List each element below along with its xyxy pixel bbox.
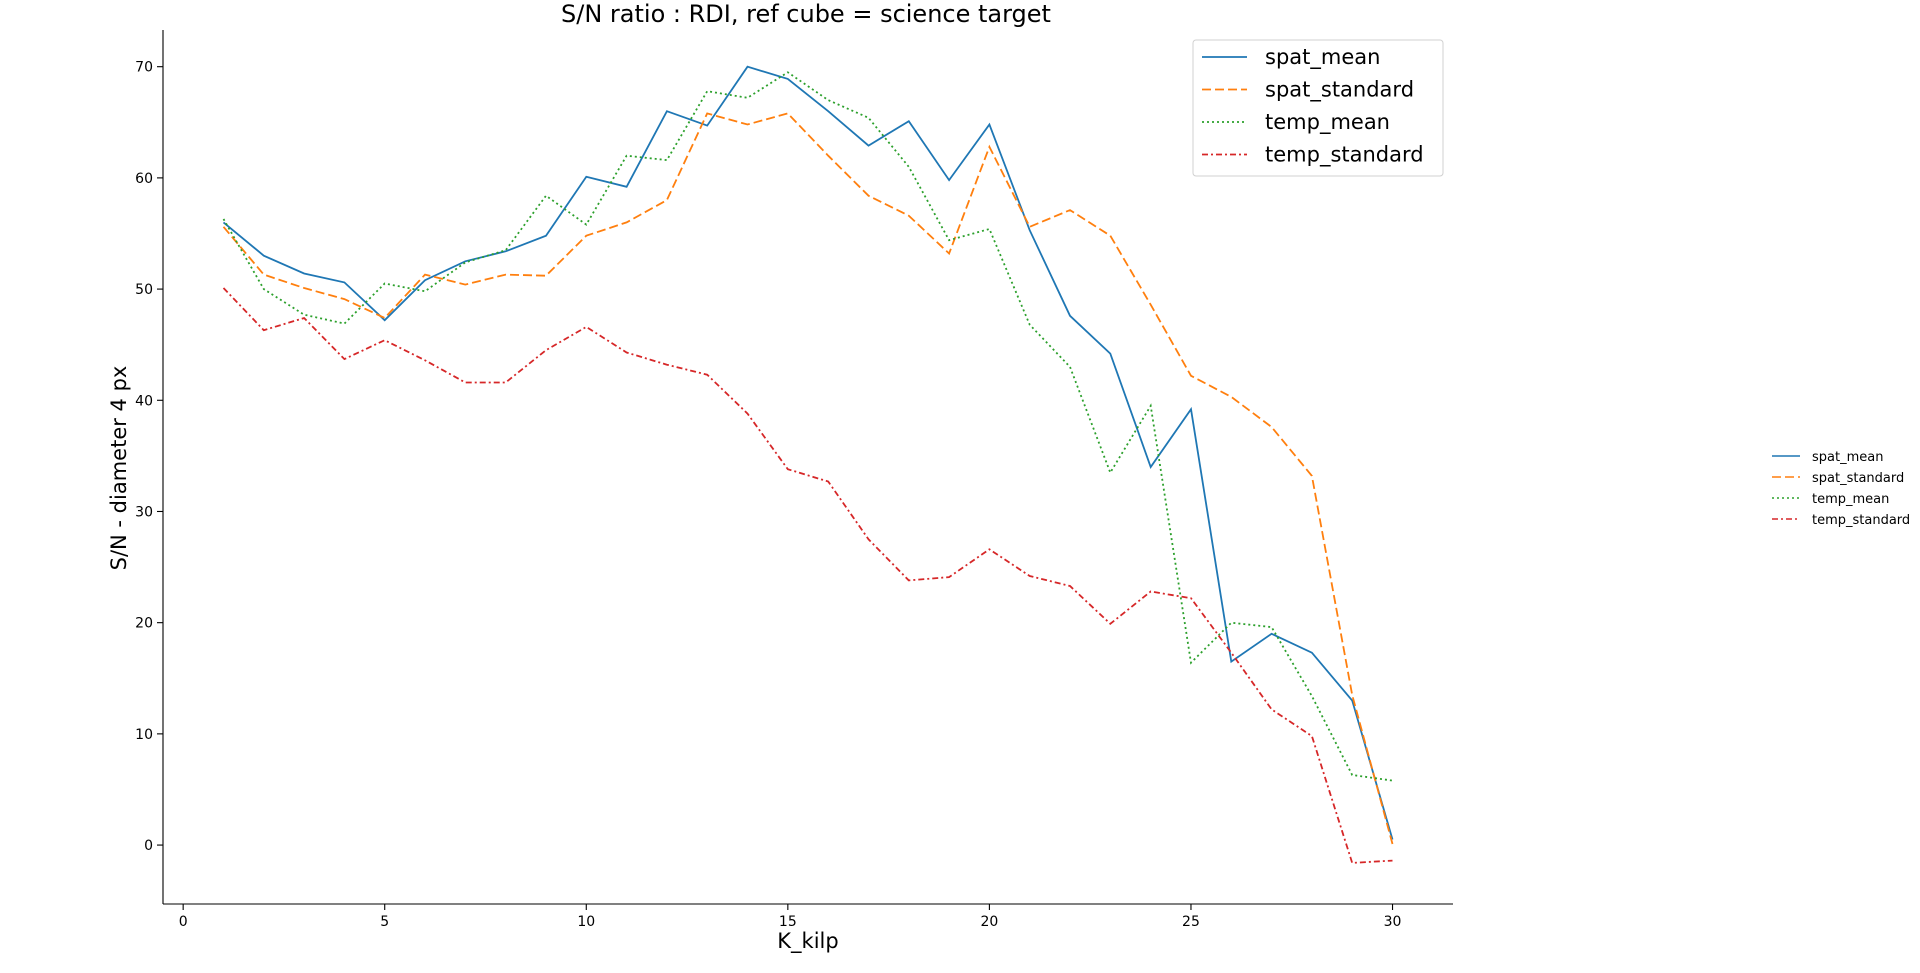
legend-side: spat_mean spat_standard temp_mean temp_stan…	[1772, 450, 1910, 528]
series-line-spat-standard	[222, 112, 1394, 845]
y-tick-label: 40	[135, 393, 153, 409]
x-tick-label: 0	[179, 914, 188, 930]
legend-main: spat_mean spat_standard temp_mean temp_stan…	[1192, 39, 1444, 177]
legend-frame	[1192, 39, 1444, 177]
y-tick-label: 0	[144, 838, 153, 854]
x-ticks: 0 5 10 15 20 25 30	[179, 904, 1402, 930]
legend-label: spat_standard	[1265, 78, 1414, 103]
x-tick-label: 15	[779, 914, 797, 930]
x-tick-label: 25	[1182, 914, 1200, 930]
side-legend-label: spat_standard	[1812, 471, 1904, 486]
axes	[162, 30, 1453, 905]
x-tick-label: 20	[980, 914, 998, 930]
x-tick-label: 5	[380, 914, 389, 930]
y-tick-label: 60	[135, 171, 153, 187]
side-legend-label: temp_mean	[1812, 492, 1889, 507]
side-legend-label: spat_mean	[1812, 450, 1883, 465]
legend-label: spat_mean	[1265, 45, 1380, 70]
x-tick-label: 30	[1384, 914, 1402, 930]
legend-label: temp_standard	[1265, 143, 1424, 168]
series-line-temp-mean	[222, 71, 1393, 782]
side-legend-label: temp_standard	[1812, 513, 1910, 528]
series-line-spat-mean	[222, 65, 1394, 840]
y-tick-label: 10	[135, 727, 153, 743]
series-line-temp-standard	[222, 287, 1393, 864]
chart-title: S/N ratio : RDI, ref cube = science targ…	[561, 0, 1051, 28]
y-tick-label: 30	[135, 504, 153, 520]
series-group	[222, 65, 1394, 864]
x-tick-label: 10	[577, 914, 595, 930]
y-tick-label: 70	[135, 60, 153, 76]
y-tick-label: 20	[135, 616, 153, 632]
x-axis-label: K_kilp	[777, 929, 838, 954]
y-tick-label: 50	[135, 282, 153, 298]
y-ticks: 0 10 20 30 40 50 60 70	[135, 60, 163, 854]
legend-label: temp_mean	[1265, 110, 1390, 135]
y-axis-label: S/N - diameter 4 px	[107, 366, 131, 571]
